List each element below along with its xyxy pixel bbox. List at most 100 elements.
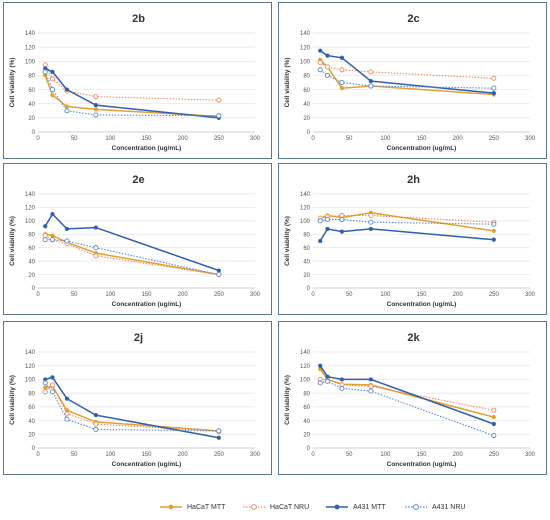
data-point-a431-mtt (325, 374, 330, 379)
y-tick-label: 20 (28, 432, 35, 438)
data-point-a431-mtt (50, 69, 55, 74)
chart-title: 2c (407, 13, 419, 25)
data-point-a431-nru (216, 272, 222, 278)
data-point-a431-mtt (368, 377, 373, 382)
x-tick-label: 200 (178, 136, 189, 142)
data-point-hacat-mtt (491, 228, 496, 234)
y-tick-label: 0 (307, 130, 311, 136)
y-tick-label: 40 (303, 259, 310, 265)
data-point-hacat-nru (491, 75, 497, 81)
data-point-a431-mtt (93, 412, 98, 418)
y-tick-label: 120 (300, 206, 311, 212)
data-point-hacat-mtt (64, 104, 70, 109)
data-point-a431-nru (93, 245, 99, 251)
data-point-a431-nru (368, 388, 374, 394)
series-line-a431-mtt (319, 228, 494, 242)
y-tick-label: 60 (28, 246, 35, 252)
legend: HaCaT MTT HaCaT NRU A431 MTT A431 NRU (0, 500, 550, 516)
x-tick-label: 100 (105, 452, 116, 458)
data-point-a431-nru (49, 389, 56, 395)
data-point-a431-mtt (339, 229, 345, 234)
series-line-a431-nru (320, 380, 494, 437)
data-point-a431-nru (64, 238, 70, 244)
chart-title: 2e (132, 174, 144, 186)
data-point-a431-nru (368, 219, 374, 225)
data-point-a431-mtt (339, 55, 345, 60)
data-point-hacat-nru (64, 411, 70, 417)
data-point-a431-mtt (43, 66, 48, 71)
data-point-hacat-nru (317, 60, 323, 66)
x-tick-label: 200 (178, 292, 189, 298)
data-point-a431-nru (42, 237, 48, 243)
x-tick-label: 0 (36, 136, 40, 142)
x-tick-label: 100 (105, 292, 116, 298)
data-point-a431-nru (339, 79, 345, 86)
data-point-a431-nru (93, 112, 99, 118)
y-tick-label: 60 (28, 88, 35, 94)
y-axis-label: Cell viability (%) (284, 375, 291, 425)
y-tick-label: 20 (303, 116, 310, 122)
data-point-a431-nru (64, 108, 70, 114)
legend-item-a431-mtt: A431 MTT (326, 500, 386, 514)
x-tick-label: 150 (141, 292, 152, 298)
data-point-a431-mtt (43, 377, 48, 382)
y-tick-label: 40 (28, 419, 35, 425)
x-tick-label: 200 (178, 452, 189, 458)
data-point-hacat-nru (216, 97, 222, 103)
series-line-hacat-mtt (319, 212, 494, 232)
legend-item-a431-nru: A431 NRU (405, 500, 465, 514)
data-point-a431-nru (491, 433, 497, 439)
data-point-a431-mtt (50, 212, 55, 217)
y-tick-label: 60 (28, 405, 35, 411)
chart-title: 2b (132, 13, 145, 25)
data-point-hacat-nru (368, 212, 374, 219)
x-tick-label: 50 (346, 292, 353, 298)
data-point-a431-nru (93, 426, 99, 433)
x-axis-label: Concentration (ug/mL) (387, 145, 457, 152)
chart-panel-2c: 2c 0 20 40 60 80 100 120 140 0 50 100 150 200 250 300 Co… (278, 2, 547, 159)
chart-panel-2h: 2h 0 20 40 60 80 100 120 140 0 50 100 150 200 250 300 Co… (278, 163, 547, 315)
x-tick-label: 250 (214, 292, 225, 298)
x-tick-label: 300 (250, 136, 261, 142)
x-axis-label: Concentration (ug/mL) (387, 461, 457, 468)
y-tick-label: 120 (25, 206, 36, 212)
x-axis-label: Concentration (ug/mL) (112, 145, 182, 152)
data-point-a431-mtt (491, 237, 496, 242)
x-tick-label: 50 (71, 292, 78, 298)
chart-svg: 2k 0 20 40 60 80 100 120 140 0 50 100 150 200 250 300 Co… (284, 332, 536, 468)
data-point-a431-mtt (318, 48, 323, 53)
legend-item-hacat-mtt: HaCaT MTT (160, 500, 225, 514)
data-point-a431-nru (324, 378, 331, 385)
y-tick-label: 120 (300, 45, 311, 51)
data-point-a431-mtt (64, 87, 70, 92)
x-tick-label: 200 (453, 292, 464, 298)
x-axis-label: Concentration (ug/mL) (112, 461, 182, 468)
x-axis-label: Concentration (ug/mL) (112, 301, 182, 308)
data-point-a431-mtt (64, 226, 70, 232)
x-tick-label: 150 (416, 292, 427, 298)
legend-label: A431 NRU (432, 503, 466, 511)
data-point-hacat-nru (324, 64, 331, 70)
data-point-hacat-nru (49, 382, 56, 388)
y-tick-label: 40 (303, 419, 310, 425)
x-tick-label: 0 (36, 452, 40, 458)
x-tick-label: 150 (416, 452, 427, 458)
x-tick-label: 150 (141, 452, 152, 458)
data-point-a431-mtt (318, 238, 323, 244)
x-tick-label: 250 (489, 292, 500, 298)
x-tick-label: 0 (311, 136, 315, 142)
data-point-a431-nru (49, 237, 56, 243)
y-tick-label: 60 (303, 246, 310, 252)
x-tick-label: 50 (71, 136, 78, 142)
chart-svg: 2b 0 20 40 60 80 100 120 140 0 50 100 150 200 250 300 Co… (9, 13, 261, 152)
data-point-hacat-nru (368, 383, 374, 389)
data-point-a431-nru (42, 69, 48, 75)
y-axis-label: Cell viability (%) (284, 216, 291, 266)
legend-swatch-a431-mtt (326, 504, 348, 510)
x-tick-label: 150 (141, 136, 152, 142)
data-point-a431-mtt (93, 225, 98, 230)
series-line-a431-nru (320, 218, 494, 225)
x-tick-label: 50 (346, 452, 353, 458)
chart-title: 2j (134, 332, 143, 344)
series-line-a431-nru (319, 69, 494, 89)
